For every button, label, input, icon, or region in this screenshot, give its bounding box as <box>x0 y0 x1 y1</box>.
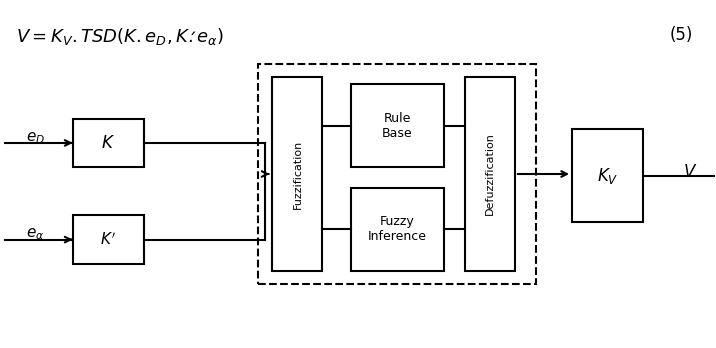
FancyBboxPatch shape <box>73 215 144 264</box>
Text: Fuzzy
Inference: Fuzzy Inference <box>368 215 427 243</box>
Text: Defuzzification: Defuzzification <box>485 133 495 215</box>
Text: $K$: $K$ <box>102 134 115 152</box>
FancyBboxPatch shape <box>73 119 144 167</box>
FancyBboxPatch shape <box>572 129 643 222</box>
FancyBboxPatch shape <box>465 77 515 271</box>
Text: $e_{\alpha}$: $e_{\alpha}$ <box>26 227 44 242</box>
Text: $K_V$: $K_V$ <box>597 166 619 186</box>
Text: Fuzzification: Fuzzification <box>292 140 302 208</box>
Text: $K'$: $K'$ <box>100 231 116 248</box>
Text: $e_D$: $e_D$ <box>26 130 45 145</box>
Text: $V$: $V$ <box>682 163 697 181</box>
FancyBboxPatch shape <box>351 188 444 271</box>
Text: (5): (5) <box>670 25 693 44</box>
Text: Rule
Base: Rule Base <box>382 112 412 140</box>
FancyBboxPatch shape <box>351 84 444 167</box>
FancyBboxPatch shape <box>272 77 322 271</box>
Text: $V = K_V.TSD(K.e_D, K\'.e_{\alpha})$: $V = K_V.TSD(K.e_D, K\'.e_{\alpha})$ <box>16 25 223 47</box>
